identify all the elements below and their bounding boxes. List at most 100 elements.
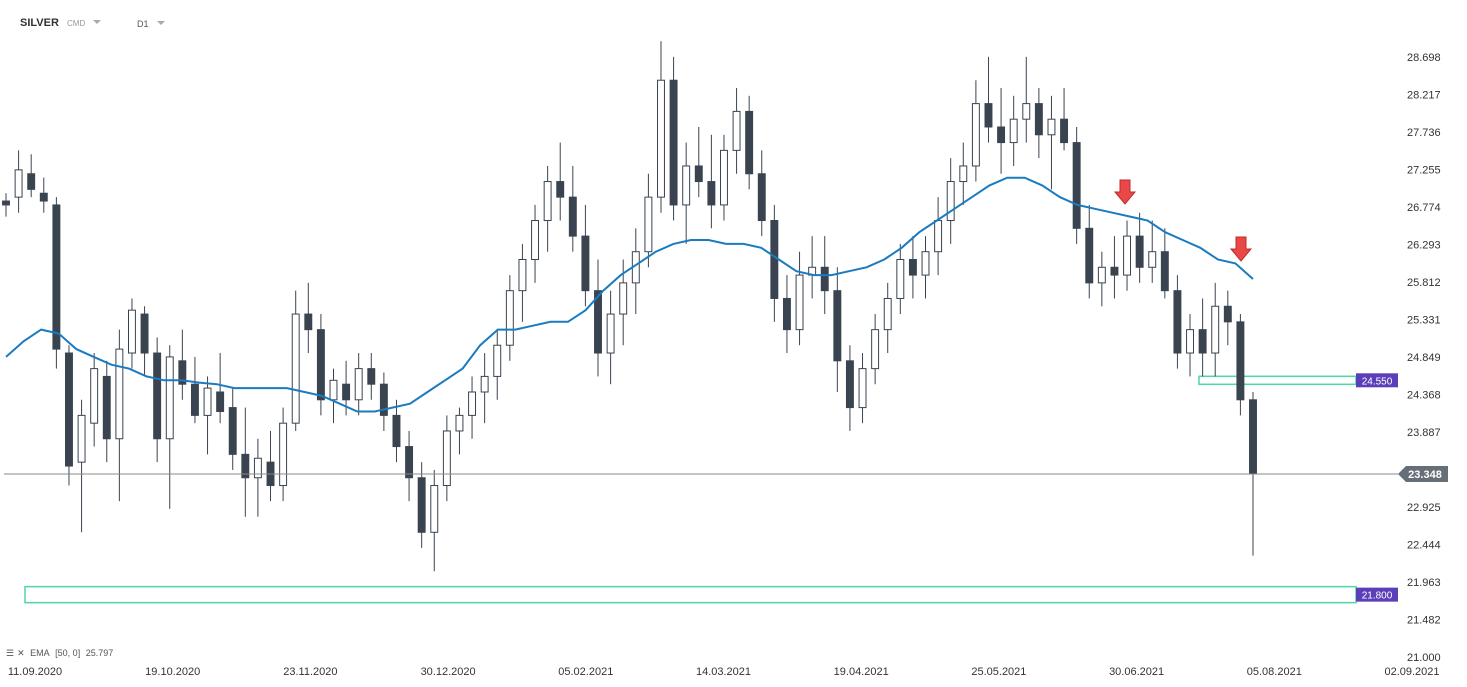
y-tick-label: 25.331 (1407, 314, 1441, 326)
candle-body (921, 251, 930, 276)
candle-body (417, 477, 426, 533)
candle-body (1047, 118, 1056, 136)
candle-body (833, 290, 842, 362)
y-tick-label: 22.925 (1407, 502, 1441, 514)
candle-body (682, 165, 691, 206)
y-tick-label: 26.774 (1407, 202, 1441, 214)
candle-body (392, 414, 401, 448)
candle-body (657, 79, 665, 198)
candle-body (1148, 251, 1157, 268)
candle-body (291, 313, 300, 424)
y-tick-label: 27.255 (1407, 164, 1441, 176)
y-tick-label: 22.444 (1407, 539, 1441, 551)
x-tick-label: 30.06.2021 (1109, 666, 1164, 678)
candle-body (782, 297, 791, 331)
candle-body (531, 220, 539, 260)
candle-body (745, 110, 754, 175)
indicator-legend: ☰ ✕ EMA [50, 0] 25.797 (6, 648, 116, 659)
y-tick-label: 28.698 (1407, 52, 1441, 64)
level-badge-bg (1356, 587, 1398, 602)
timeframe-label[interactable]: D1 (137, 19, 149, 29)
symbol-type-label[interactable]: CMD (67, 19, 86, 28)
y-tick-label: 21.482 (1407, 614, 1441, 626)
y-tick-label: 28.217 (1407, 89, 1441, 101)
level-badge-bg (1356, 373, 1398, 388)
close-icon[interactable]: ✕ (17, 648, 25, 658)
candle-body (1236, 321, 1245, 401)
y-tick-label: 21.000 (1407, 652, 1441, 664)
indicator-name: EMA (30, 648, 50, 658)
chart-header: SILVER CMD D1 (0, 0, 400, 40)
timeframe-dropdown-chevron-icon[interactable] (157, 21, 165, 25)
candle-body (190, 383, 199, 416)
y-tick-label: 26.293 (1407, 239, 1441, 251)
candle-body (732, 110, 741, 151)
candle-body (90, 368, 99, 424)
candle-body (405, 446, 414, 479)
candle-body (1022, 103, 1031, 120)
candle-body (27, 173, 36, 190)
candle-body (2, 200, 10, 206)
candle-body (178, 360, 187, 385)
candle-body (1123, 235, 1132, 276)
candle-body (153, 352, 162, 440)
x-tick-label: 19.10.2020 (145, 666, 200, 678)
x-tick-label: 25.05.2021 (971, 666, 1026, 678)
candle-body (216, 391, 225, 412)
candle-body (165, 356, 174, 440)
list-icon[interactable]: ☰ (6, 648, 15, 658)
candle-body (203, 387, 212, 416)
current-price-label: 23.348 (1408, 469, 1442, 481)
candle-body (997, 126, 1006, 144)
candle-body (367, 368, 376, 385)
candle-body (568, 196, 577, 237)
indicator-value: 25.797 (85, 648, 114, 658)
candle-body (795, 274, 804, 331)
down-arrow-icon (1229, 236, 1253, 262)
candle-body (1160, 251, 1169, 292)
x-tick-label: 05.02.2021 (558, 666, 613, 678)
candle-body (493, 344, 502, 377)
x-tick-label: 23.11.2020 (283, 666, 337, 678)
level-badge-label: 24.550 (1362, 376, 1393, 387)
candle-body (946, 181, 955, 222)
candle-body (1034, 103, 1043, 136)
candle-body (253, 457, 262, 479)
candle-body (644, 196, 653, 253)
candle-body (1249, 399, 1257, 475)
candle-body (468, 391, 477, 416)
candle-body (52, 204, 61, 350)
x-tick-label: 11.09.2020 (8, 666, 62, 678)
candle-body (770, 220, 779, 299)
candle-body (858, 368, 867, 409)
x-tick-label: 14.03.2021 (696, 666, 751, 678)
y-tick-label: 25.812 (1407, 277, 1441, 289)
indicator-params: [50, 0] (55, 648, 81, 658)
candle-body (1085, 227, 1094, 284)
candle-body (845, 360, 854, 409)
candle-body (820, 266, 829, 292)
candle-body (959, 165, 968, 183)
candle-body (1097, 266, 1106, 284)
level-badge-label: 21.800 (1362, 591, 1393, 602)
candle-body (619, 282, 628, 315)
candle-body (871, 329, 880, 370)
y-tick-label: 23.887 (1407, 427, 1441, 439)
support-zone-lower (24, 585, 1357, 604)
current-price-badge-bg (1398, 465, 1448, 482)
candle-body (1009, 118, 1018, 144)
symbol-label[interactable]: SILVER (20, 17, 59, 29)
candle-body (896, 258, 905, 299)
candle-body (556, 181, 565, 198)
candle-body (606, 313, 615, 354)
candle-body (757, 173, 766, 222)
candle-body (1186, 329, 1194, 354)
candle-body (1060, 118, 1069, 144)
candle-body (1198, 329, 1207, 354)
candle-body (379, 383, 388, 416)
symbol-dropdown-chevron-icon[interactable] (93, 20, 101, 24)
candle-body (694, 165, 703, 183)
candle-body (354, 368, 363, 401)
candle-body (279, 422, 288, 487)
